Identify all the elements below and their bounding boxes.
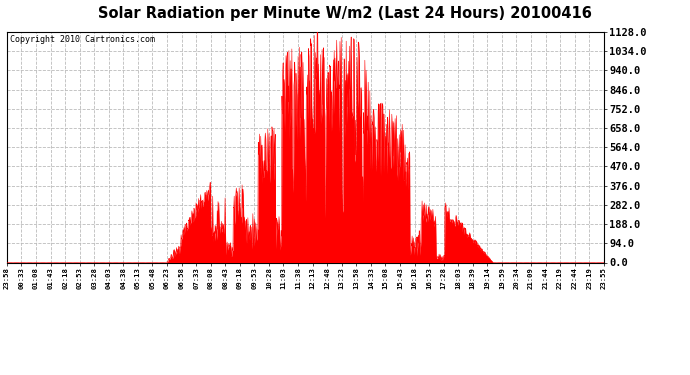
Text: Copyright 2010 Cartronics.com: Copyright 2010 Cartronics.com bbox=[10, 35, 155, 44]
Text: Solar Radiation per Minute W/m2 (Last 24 Hours) 20100416: Solar Radiation per Minute W/m2 (Last 24… bbox=[98, 6, 592, 21]
